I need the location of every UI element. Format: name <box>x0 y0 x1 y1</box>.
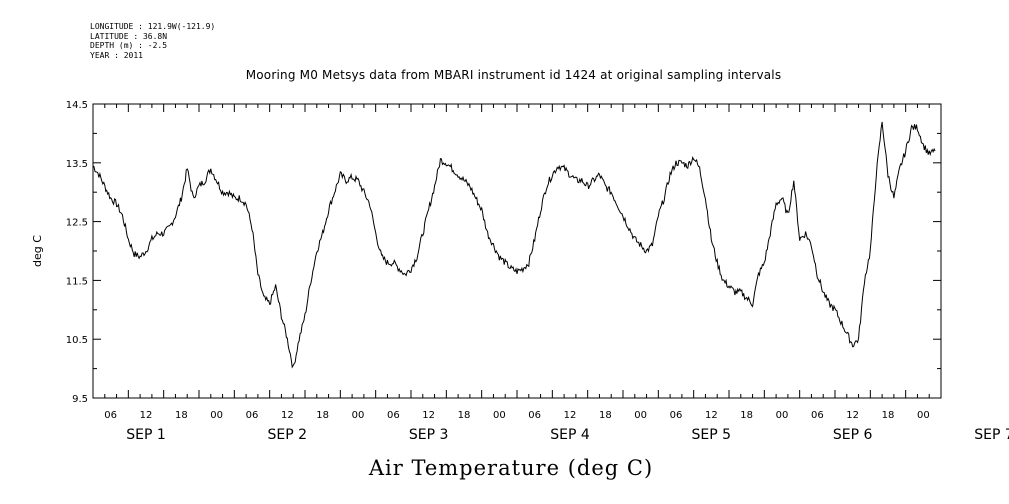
y-tick-label: 13.5 <box>66 159 88 170</box>
x-tick-label: 12 <box>140 410 153 421</box>
x-tick-label: 12 <box>422 410 435 421</box>
x-tick-label: 06 <box>246 410 259 421</box>
latitude-text: LATITUDE : 36.8N <box>90 31 168 41</box>
x-axis-title: Air Temperature (deg C) <box>368 456 653 480</box>
x-tick-label: 12 <box>846 410 859 421</box>
x-tick-label: 00 <box>917 410 930 421</box>
x-tick-label: 18 <box>740 410 753 421</box>
x-day-label: SEP 7 <box>974 427 1009 443</box>
y-axis-label: deg C <box>31 235 44 267</box>
x-tick-label: 18 <box>882 410 895 421</box>
y-tick-label: 12.5 <box>66 218 88 229</box>
series-line <box>92 121 936 369</box>
x-tick-label: 06 <box>104 410 117 421</box>
x-tick-label: 06 <box>387 410 400 421</box>
chart-title: Mooring M0 Metsys data from MBARI instru… <box>245 68 782 82</box>
longitude-text: LONGITUDE : 121.9W(-121.9) <box>90 22 216 31</box>
x-day-label: SEP 1 <box>126 427 166 443</box>
plot-frame <box>92 103 942 399</box>
x-tick-label: 00 <box>776 410 789 421</box>
year-text: YEAR : 2011 <box>90 50 143 60</box>
x-tick-label: 00 <box>352 410 365 421</box>
x-tick-label: 18 <box>458 410 471 421</box>
x-tick-label: 06 <box>670 410 683 421</box>
x-day-label: SEP 2 <box>268 427 308 443</box>
x-tick-label: 12 <box>281 410 294 421</box>
x-tick-label: 00 <box>493 410 506 421</box>
y-tick-label: 14.5 <box>66 100 88 111</box>
x-tick-label: 18 <box>175 410 188 421</box>
x-tick-label: 12 <box>564 410 577 421</box>
x-tick-label: 12 <box>705 410 718 421</box>
metadata-block: LONGITUDE : 121.9W(-121.9) LATITUDE : 36… <box>90 22 215 60</box>
x-tick-label: 06 <box>811 410 824 421</box>
x-axis: 06 12 18 00 06 12 18 00 06 12 18 00 06 12 18 00 06 12 18 00… <box>92 104 1009 443</box>
x-tick-label: 00 <box>210 410 223 421</box>
x-tick-label: 06 <box>528 410 541 421</box>
x-tick-label: 00 <box>634 410 647 421</box>
y-tick-label: 10.5 <box>66 335 88 346</box>
x-day-label: SEP 5 <box>692 427 732 443</box>
x-day-label: SEP 6 <box>833 427 873 443</box>
series-group <box>92 121 936 369</box>
depth-text: DEPTH (m) : -2.5 <box>90 41 168 50</box>
y-tick-label: 9.5 <box>72 394 88 405</box>
x-day-label: SEP 4 <box>550 427 590 443</box>
x-tick-label: 18 <box>316 410 329 421</box>
y-axis: 9.5 10.5 11.5 12.5 13.5 14.5 <box>66 100 941 405</box>
x-tick-label: 18 <box>599 410 612 421</box>
y-tick-label: 11.5 <box>66 276 88 287</box>
x-day-label: SEP 3 <box>409 427 449 443</box>
